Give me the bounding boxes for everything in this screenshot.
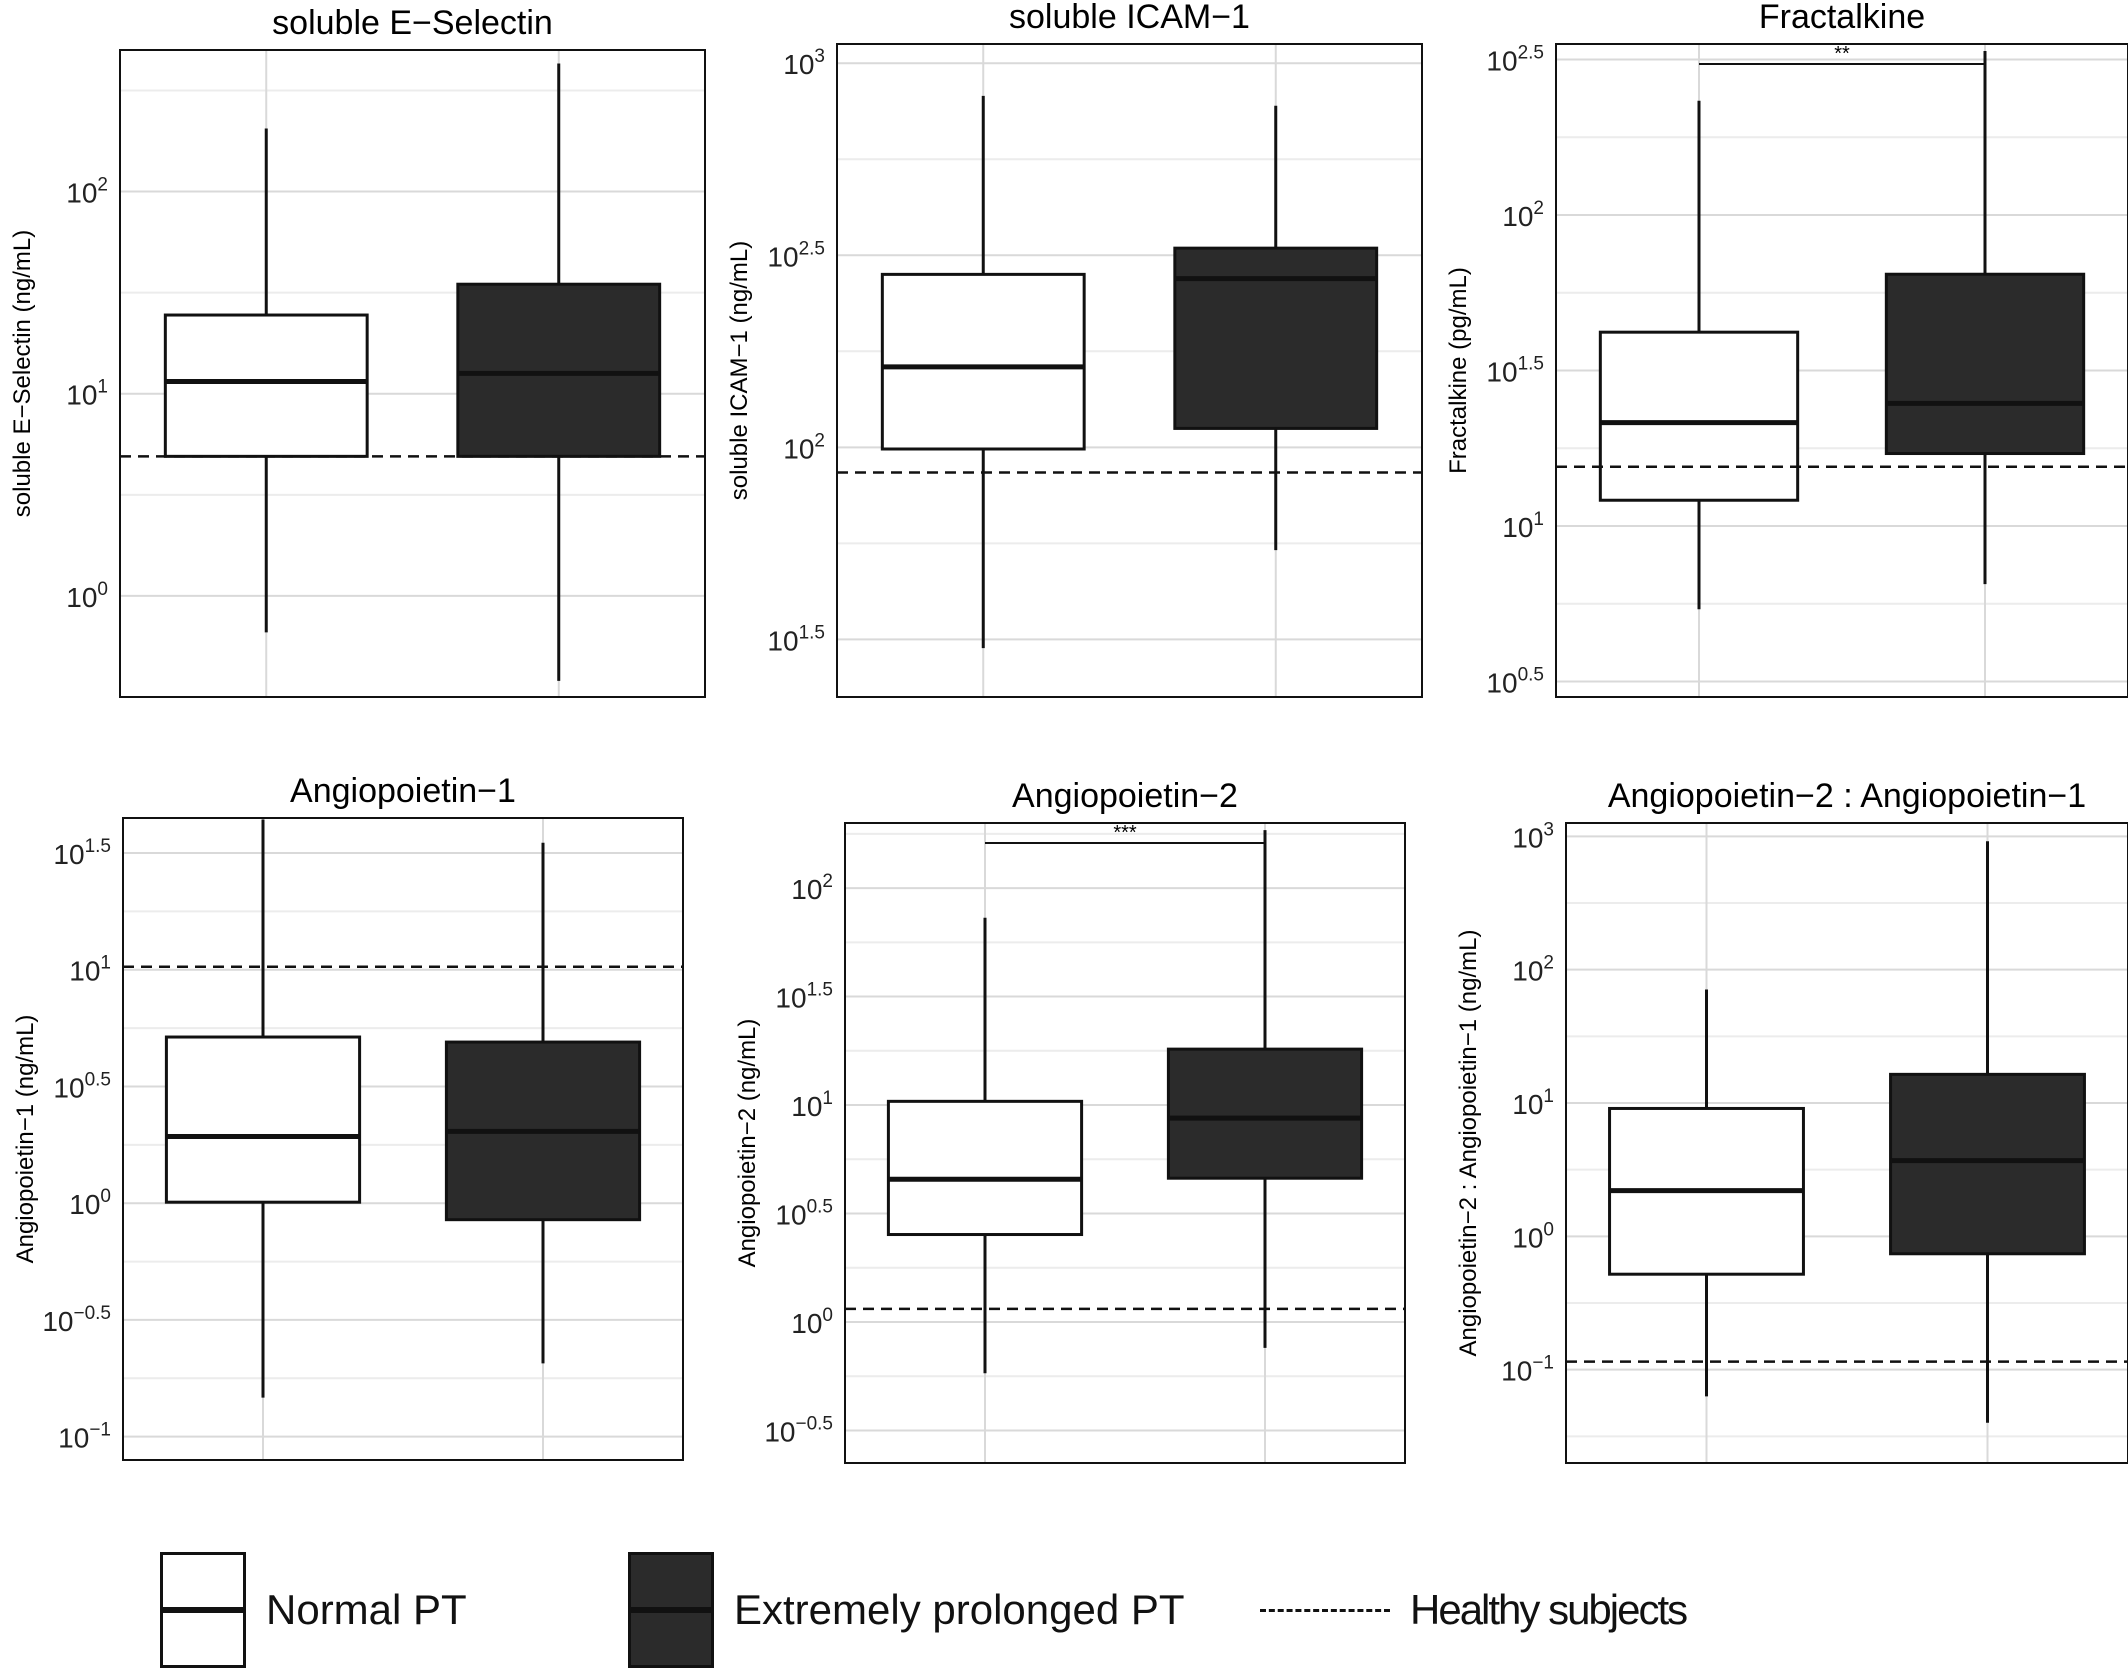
y-tick-label: 101.5 — [53, 836, 111, 870]
y-tick-label: 102.5 — [1486, 43, 1544, 77]
y-tick-label: 101 — [69, 953, 111, 987]
significance-label: ** — [1834, 43, 1850, 65]
chart-panel-4: 10−1 10−0.5 100 100.5 101 101.5 Angiopoietin−1… — [12, 772, 684, 1461]
box-iqr — [164, 1035, 362, 1204]
legend-swatch-prolonged — [628, 1552, 714, 1668]
chart-panel-5: *** 10−0.5 100 100.5 101 101.5 102 Angiopoietin… — [734, 777, 1406, 1464]
y-axis-label: Angiopoietin−2 : Angiopoietin−1 (ng/mL) — [1455, 930, 1482, 1357]
panel-title: Angiopoietin−2 : Angiopoietin−1 — [1608, 777, 2086, 815]
chart-panel-3: ** 100.5 101 101.5 102 102.5 Fractalkine Fracta… — [1445, 0, 2128, 698]
chart-panel-2: 101.5 102 102.5 103 soluble ICAM−1 soluble IC… — [726, 0, 1423, 698]
legend-item-normal: Normal PT — [160, 1550, 467, 1670]
panel-frame — [122, 817, 684, 1461]
y-axis-label: Angiopoietin−2 (ng/mL) — [734, 1019, 761, 1268]
legend-label-healthy: Healthy subjects — [1410, 1586, 1688, 1633]
y-tick-label: 101.5 — [767, 622, 825, 656]
box-iqr — [1166, 1047, 1364, 1180]
panel-frame — [119, 49, 706, 698]
legend: Normal PT Extremely prolonged PT Healthy… — [0, 1530, 2128, 1670]
legend-item-prolonged: Extremely prolonged PT — [628, 1550, 1185, 1670]
box-iqr — [456, 282, 662, 458]
legend-dash-healthy — [1260, 1608, 1390, 1612]
y-tick-label: 10−1 — [1501, 1353, 1554, 1387]
y-tick-label: 103 — [783, 46, 825, 80]
y-tick-label: 102 — [791, 871, 833, 905]
y-axis-label: Angiopoietin−1 (ng/mL) — [12, 1015, 39, 1264]
y-tick-label: 100.5 — [53, 1069, 111, 1103]
y-tick-label: 102 — [783, 430, 825, 464]
panel-frame — [844, 822, 1406, 1464]
y-tick-label: 101 — [1502, 509, 1544, 543]
box-iqr — [1598, 330, 1800, 502]
y-tick-label: 100 — [1512, 1219, 1554, 1253]
significance-label: *** — [1113, 822, 1137, 844]
legend-label-normal: Normal PT — [266, 1586, 467, 1633]
y-axis-label: Fractalkine (pg/mL) — [1445, 267, 1472, 474]
panel-title: Fractalkine — [1759, 0, 1925, 36]
panel-title: soluble ICAM−1 — [1009, 0, 1250, 36]
y-tick-label: 100 — [791, 1305, 833, 1339]
y-tick-label: 10−0.5 — [764, 1413, 833, 1447]
y-tick-label: 102.5 — [767, 238, 825, 272]
box-iqr — [1884, 272, 2086, 456]
y-tick-label: 100 — [66, 579, 108, 613]
y-tick-label: 101.5 — [775, 980, 833, 1014]
panel-title: Angiopoietin−1 — [290, 772, 516, 810]
y-tick-label: 100.5 — [1486, 664, 1544, 698]
y-tick-label: 102 — [1512, 953, 1554, 987]
y-tick-label: 100.5 — [775, 1197, 833, 1231]
y-tick-label: 101 — [66, 377, 108, 411]
box-iqr — [1173, 246, 1379, 430]
y-tick-label: 101 — [1512, 1086, 1554, 1120]
y-tick-label: 103 — [1512, 819, 1554, 853]
y-tick-label: 10−0.5 — [42, 1303, 111, 1337]
box-iqr — [886, 1099, 1084, 1237]
legend-item-healthy: Healthy subjects — [1260, 1550, 1688, 1670]
box-iqr — [1889, 1072, 2086, 1256]
panel-frame — [1555, 43, 2128, 698]
y-tick-label: 101.5 — [1486, 354, 1544, 388]
legend-swatch-normal — [160, 1552, 246, 1668]
box-iqr — [880, 272, 1086, 451]
box-iqr — [163, 313, 369, 458]
figure-canvas: 100 101 102 soluble E−Selectin soluble E−Sel… — [9, 0, 2128, 1464]
y-tick-label: 10−1 — [58, 1420, 111, 1454]
y-tick-label: 101 — [791, 1088, 833, 1122]
y-axis-label: soluble ICAM−1 (ng/mL) — [726, 241, 753, 500]
chart-panel-1: 100 101 102 soluble E−Selectin soluble E−Sel… — [9, 4, 706, 698]
y-tick-label: 100 — [69, 1186, 111, 1220]
chart-panel-6: 10−1 100 101 102 103 Angiopoietin−2 : Angiopo… — [1455, 777, 2128, 1464]
panel-frame — [1565, 822, 2128, 1464]
y-tick-label: 102 — [1502, 198, 1544, 232]
y-axis-label: soluble E−Selectin (ng/mL) — [9, 230, 36, 517]
panel-frame — [836, 43, 1423, 698]
y-tick-label: 102 — [66, 175, 108, 209]
panel-title: Angiopoietin−2 — [1012, 777, 1238, 815]
panel-title: soluble E−Selectin — [272, 4, 553, 42]
legend-label-prolonged: Extremely prolonged PT — [734, 1586, 1185, 1633]
